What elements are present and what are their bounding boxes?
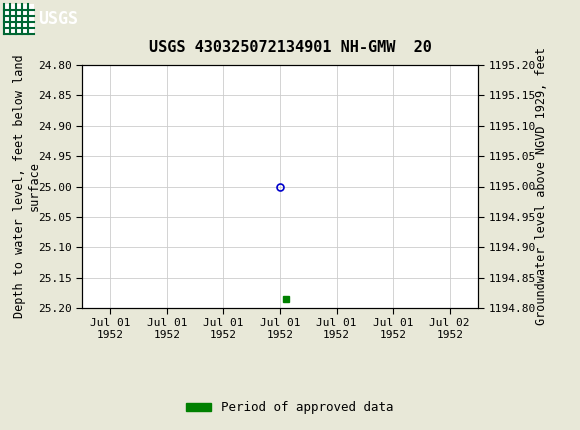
Text: USGS 430325072134901 NH-GMW  20: USGS 430325072134901 NH-GMW 20 [148, 40, 432, 55]
Text: USGS: USGS [38, 10, 78, 28]
Legend: Period of approved data: Period of approved data [181, 396, 399, 419]
FancyBboxPatch shape [4, 4, 34, 34]
Text: Depth to water level, feet below land
surface: Depth to water level, feet below land su… [13, 55, 41, 318]
Text: Groundwater level above NGVD 1929, feet: Groundwater level above NGVD 1929, feet [535, 48, 548, 326]
